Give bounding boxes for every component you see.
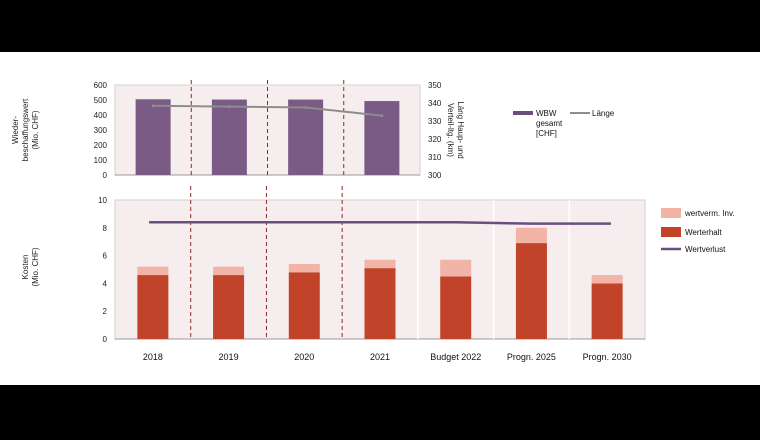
wertverm-inv-bar bbox=[591, 275, 623, 284]
top-y2-tick-label: 340 bbox=[428, 99, 442, 108]
legend-laenge-label: Länge bbox=[592, 109, 615, 118]
bottom-y-tick-label: 10 bbox=[98, 196, 107, 205]
laenge-point bbox=[151, 104, 155, 108]
category-label: 2019 bbox=[219, 352, 239, 362]
top-y2-axis-label: Läng Haup- undVerteil-ltg. (km) bbox=[446, 101, 465, 158]
category-label: Progn. 2025 bbox=[507, 352, 556, 362]
top-y-tick-label: 500 bbox=[94, 96, 108, 105]
top-y-tick-label: 400 bbox=[94, 111, 108, 120]
top-y-axis-label-line: Wieder- bbox=[11, 116, 20, 144]
legend-wbw-label: gesamt bbox=[536, 119, 563, 128]
bottom-y-tick-label: 0 bbox=[103, 335, 108, 344]
top-y-axis-label-line: beschaffungswert bbox=[21, 98, 30, 161]
legend-werterhalt-swatch bbox=[661, 227, 681, 237]
category-label: 2018 bbox=[143, 352, 163, 362]
top-y-axis-label: Wieder-beschaffungswert(Mio. CHF) bbox=[11, 98, 40, 161]
werterhalt-bar bbox=[213, 275, 245, 339]
legend-wbw-label: WBW bbox=[536, 109, 557, 118]
top-y2-tick-label: 330 bbox=[428, 117, 442, 126]
werterhalt-bar bbox=[515, 243, 547, 339]
bottom-y-axis-label: Kosten(Mio. CHF) bbox=[21, 247, 40, 286]
wbw-bar bbox=[135, 99, 171, 175]
wertverm-inv-bar bbox=[364, 259, 396, 269]
top-y2-tick-label: 320 bbox=[428, 135, 442, 144]
bottom-y-axis-label-line: (Mio. CHF) bbox=[31, 247, 40, 286]
top-y-tick-label: 100 bbox=[94, 156, 108, 165]
category-label: 2020 bbox=[294, 352, 314, 362]
bottom-y-axis-label-line: Kosten bbox=[21, 255, 30, 280]
chart-svg: 0100200300400500600300310320330340350Wie… bbox=[11, 80, 735, 362]
wbw-bar bbox=[364, 101, 400, 175]
category-label: Budget 2022 bbox=[430, 352, 481, 362]
laenge-point bbox=[304, 106, 308, 109]
werterhalt-bar bbox=[591, 283, 623, 339]
wertverm-inv-bar bbox=[515, 227, 547, 244]
category-label: 2021 bbox=[370, 352, 390, 362]
top-y-tick-label: 600 bbox=[94, 81, 108, 90]
legend-wbw-label: [CHF] bbox=[536, 129, 557, 138]
bottom-y-tick-label: 8 bbox=[103, 224, 108, 233]
top-y2-axis-label-line: Läng Haup- und bbox=[456, 101, 465, 158]
wertverm-inv-bar bbox=[213, 266, 245, 276]
chart-canvas: 0 100 200 300 400 500 600 300 310 320 330 340 350 Wie… bbox=[0, 52, 760, 385]
wertverlust-line bbox=[149, 220, 611, 225]
legend-wbw-swatch bbox=[513, 111, 533, 115]
wertverm-inv-bar bbox=[288, 263, 320, 273]
category-label: Progn. 2030 bbox=[583, 352, 632, 362]
legend-wertverm-swatch bbox=[661, 208, 681, 218]
legend-werterhalt-label: Werterhalt bbox=[685, 228, 723, 237]
werterhalt-bar bbox=[364, 268, 396, 339]
bottom-y-tick-label: 4 bbox=[103, 279, 108, 288]
werterhalt-bar bbox=[288, 272, 320, 339]
laenge-point bbox=[380, 114, 384, 118]
top-y2-tick-label: 310 bbox=[428, 153, 442, 162]
wertverm-inv-bar bbox=[137, 266, 169, 276]
legend-wertverlust-label: Wertverlust bbox=[685, 245, 726, 254]
bottom-y-tick-label: 2 bbox=[103, 307, 108, 316]
top-y2-tick-label: 300 bbox=[428, 171, 442, 180]
wertverm-inv-bar bbox=[440, 259, 472, 277]
top-y2-tick-label: 350 bbox=[428, 81, 442, 90]
top-y-tick-label: 0 bbox=[103, 171, 108, 180]
top-y-tick-label: 200 bbox=[94, 141, 108, 150]
laenge-point bbox=[227, 105, 231, 109]
laenge-line bbox=[153, 104, 382, 117]
legend-wertverm-label: wertverm. Inv. bbox=[684, 209, 735, 218]
top-y-axis-label-line: (Mio. CHF) bbox=[31, 110, 40, 149]
top-y-tick-label: 300 bbox=[94, 126, 108, 135]
wbw-bar bbox=[211, 99, 247, 175]
wbw-bar bbox=[288, 99, 324, 175]
werterhalt-bar bbox=[440, 276, 472, 339]
top-y2-axis-label-line: Verteil-ltg. (km) bbox=[446, 103, 455, 157]
werterhalt-bar bbox=[137, 275, 169, 339]
bottom-y-tick-label: 6 bbox=[103, 252, 108, 261]
